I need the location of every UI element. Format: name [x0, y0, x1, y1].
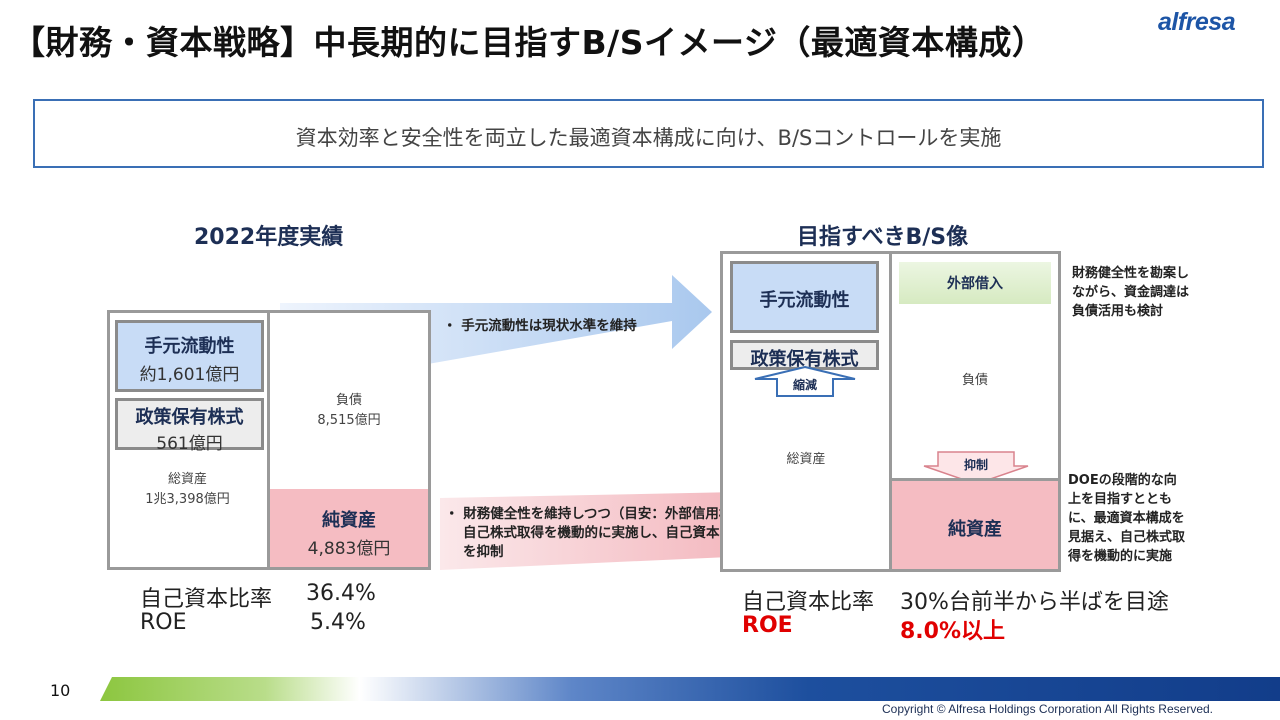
suppress-arrow — [923, 451, 1029, 485]
equity-arrow-line3: を抑制 — [463, 544, 504, 560]
right-roe-value: 8.0%以上 — [900, 619, 1006, 644]
doe-note-line: DOEの段階的な向 — [1068, 473, 1177, 488]
left-cash-label: 手元流動性 — [144, 336, 235, 357]
left-liab-value: 8,515億円 — [317, 413, 381, 428]
right-equity-ratio-label: 自己資本比率 — [742, 590, 875, 615]
doe-note-line: 見据え、自己株式取 — [1068, 530, 1186, 545]
left-liabilities: 負債 8,515億円 — [270, 391, 428, 431]
slide-title: 【財務・資本戦略】中長期的に目指すB/Sイメージ（最適資本構成） — [12, 23, 1046, 62]
right-cross-label: 政策保有株式 — [750, 349, 859, 370]
right-liabilities: 負債 — [961, 373, 988, 388]
left-bs-heading: 2022年度実績 — [194, 225, 344, 250]
suppress-label: 抑制 — [963, 458, 988, 472]
external-borrowing-label: 外部借入 — [947, 276, 1003, 292]
external-borrowing-box: 外部借入 — [899, 262, 1051, 304]
right-bs-heading: 目指すべきB/S像 — [797, 225, 969, 250]
left-total-label: 総資産 — [167, 472, 207, 487]
doe-note-line: 上を目指すととも — [1068, 492, 1173, 507]
right-equity-ratio-value: 30%台前半から半ばを目途 — [900, 590, 1169, 615]
alfresa-logo: alfresa — [1158, 8, 1236, 36]
summary-banner: 資本効率と安全性を両立した最適資本構成に向け、B/Sコントロールを実施 — [33, 99, 1264, 168]
left-cash-value: 約1,601億円 — [139, 365, 240, 385]
left-cross-shareholdings-box: 政策保有株式 561億円 — [115, 398, 264, 454]
left-cash-box: 手元流動性 約1,601億円 — [115, 320, 264, 392]
reduce-arrow-shape — [754, 365, 856, 397]
right-equity-box: 純資産 — [889, 478, 1061, 572]
right-equity-label: 純資産 — [948, 519, 1002, 540]
copyright-text: Copyright © Alfresa Holdings Corporation… — [882, 702, 1213, 716]
right-cash-box: 手元流動性 — [730, 261, 879, 333]
right-total-assets: 総資産 — [786, 452, 826, 467]
left-liab-label: 負債 — [335, 393, 362, 408]
left-equity-label: 純資産 — [322, 510, 376, 531]
left-cross-label: 政策保有株式 — [135, 407, 244, 428]
funding-note-line: 負債活用も検討 — [1072, 304, 1164, 319]
left-equity-value: 4,883億円 — [307, 539, 391, 559]
right-roe-label: ROE — [742, 613, 793, 638]
funding-note-line: ながら、資金調達は — [1072, 285, 1190, 300]
funding-note: 財務健全性を勘案し ながら、資金調達は 負債活用も検討 — [1072, 264, 1189, 321]
doe-note-line: 得を機動的に実施 — [1068, 549, 1173, 564]
doe-note: DOEの段階的な向 上を目指すととも に、最適資本構成を 見据え、自己株式取 得… — [1068, 471, 1185, 566]
funding-note-line: 財務健全性を勘案し — [1072, 266, 1190, 281]
page-number: 10 — [50, 681, 71, 700]
doe-note-line: に、最適資本構成を — [1068, 511, 1185, 526]
left-roe-value: 5.4% — [310, 610, 366, 635]
left-total-assets: 総資産 1兆3,398億円 — [110, 470, 265, 510]
equity-arrow-line2: 自己株式取得を機動的に実施し、自己資本の積み上がり — [463, 525, 801, 541]
left-equity-ratio-label: 自己資本比率 — [140, 587, 273, 612]
right-cash-label: 手元流動性 — [759, 290, 850, 311]
left-total-value: 1兆3,398億円 — [145, 492, 230, 507]
liquidity-arrow-text: ・ 手元流動性は現状水準を維持 — [443, 318, 637, 334]
left-cross-value: 561億円 — [156, 434, 223, 454]
footer-stripe-shape — [100, 677, 1280, 701]
footer-stripe — [100, 677, 1280, 701]
summary-banner-text: 資本効率と安全性を両立した最適資本構成に向け、B/Sコントロールを実施 — [295, 126, 1002, 150]
left-equity-box: 純資産 4,883億円 — [270, 489, 428, 567]
suppress-arrow-shape — [923, 451, 1029, 485]
reduce-arrow — [754, 365, 856, 397]
reduce-label: 縮減 — [792, 378, 817, 392]
left-equity-ratio-value: 36.4% — [306, 581, 376, 606]
equity-arrow-line1: ・ 財務健全性を維持しつつ（目安：外部信用格付A＋格） — [445, 506, 797, 522]
left-roe-label: ROE — [140, 610, 187, 635]
